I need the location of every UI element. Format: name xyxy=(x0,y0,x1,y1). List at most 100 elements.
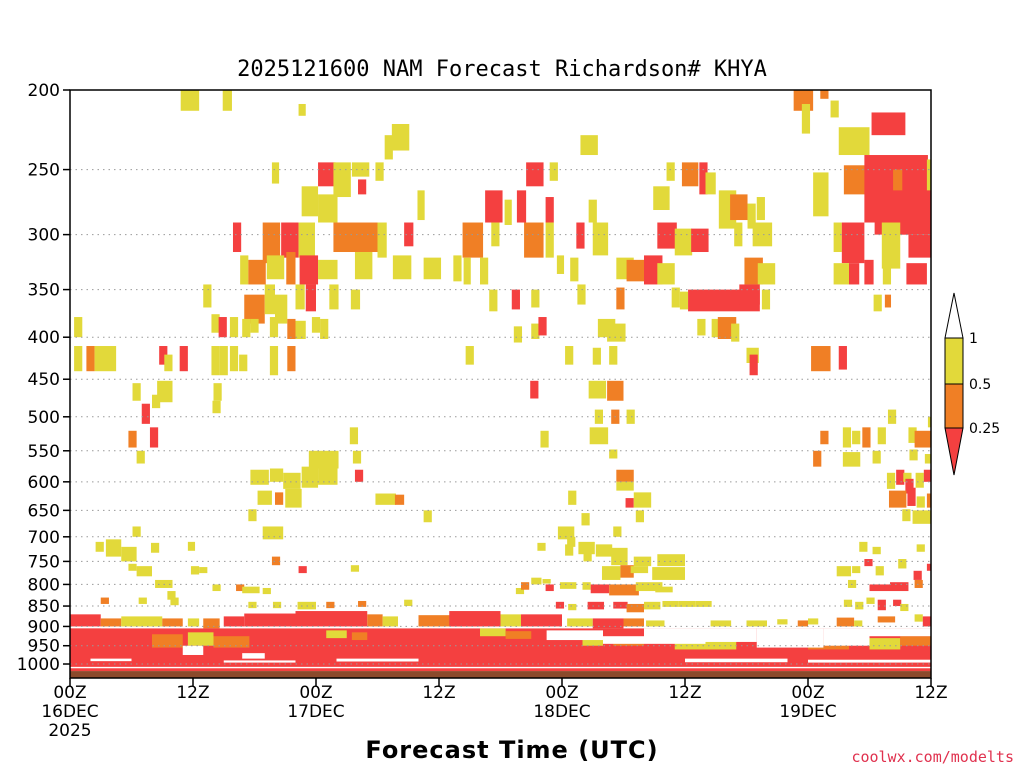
heatmap-cell-277 xyxy=(869,584,890,592)
heatmap-cell-266 xyxy=(521,582,530,590)
heatmap-cell-2 xyxy=(298,103,306,116)
heatmap-cell-60 xyxy=(674,228,693,256)
heatmap-cell-218 xyxy=(902,509,911,522)
heatmap-cell-186 xyxy=(909,449,918,461)
heatmap-cell-112 xyxy=(884,294,892,308)
heatmap-cell-243 xyxy=(136,566,152,577)
heatmap-cell-65 xyxy=(841,222,865,264)
heatmap-cell-232 xyxy=(565,544,574,556)
heatmap-cell-213 xyxy=(926,493,931,508)
heatmap-cell-190 xyxy=(283,472,301,489)
heatmap-cell-63 xyxy=(752,222,773,247)
heatmap-cell-300 xyxy=(855,601,864,610)
y-tick-label-550: 550 xyxy=(28,442,60,462)
heatmap-cell-8 xyxy=(820,90,829,99)
x-tick-label-48-2: 18DEC xyxy=(533,702,590,722)
heatmap-cell-135 xyxy=(94,346,117,372)
y-tick-label-350: 350 xyxy=(28,281,60,301)
heatmap-cell-273 xyxy=(609,584,639,596)
heatmap-cell-30 xyxy=(318,194,338,223)
heatmap-cell-221 xyxy=(262,526,284,540)
heatmap-cell-256 xyxy=(898,559,907,569)
heatmap-cell-224 xyxy=(613,526,622,537)
heatmap-gap-13 xyxy=(808,659,931,663)
heatmap-gap-4 xyxy=(644,628,706,644)
heatmap-cell-207 xyxy=(568,490,577,505)
heatmap-cell-229 xyxy=(187,541,196,551)
heatmap-cell-151 xyxy=(811,346,831,372)
heatmap-cell-294 xyxy=(626,603,644,613)
heatmap-cell-80 xyxy=(556,255,565,274)
heatmap-cell-89 xyxy=(849,263,860,285)
y-tick-label-200: 200 xyxy=(28,81,60,101)
heatmap-cell-311 xyxy=(223,616,245,627)
heatmap-cell-3 xyxy=(384,135,393,160)
heatmap-cell-200 xyxy=(915,472,924,488)
heatmap-cell-115 xyxy=(218,317,227,338)
heatmap-cell-219 xyxy=(912,510,931,524)
heatmap-cell-227 xyxy=(121,546,137,562)
heatmap-cell-26 xyxy=(893,169,903,192)
heatmap-cell-283 xyxy=(170,597,179,606)
heatmap-cell-116 xyxy=(229,317,239,338)
y-tick-label-1000: 1000 xyxy=(17,655,60,675)
heatmap-cell-326 xyxy=(777,619,788,625)
heatmap-cell-100 xyxy=(350,289,361,310)
heatmap-cell-114 xyxy=(211,314,220,333)
heatmap-cell-132 xyxy=(731,323,740,342)
heatmap-cell-156 xyxy=(213,383,222,401)
y-tick-label-700: 700 xyxy=(28,528,60,548)
heatmap-cell-68 xyxy=(240,255,249,285)
heatmap-cell-11 xyxy=(871,112,906,136)
heatmap-cell-50 xyxy=(333,222,378,253)
heatmap-cell-73 xyxy=(318,259,338,280)
heatmap-cell-271 xyxy=(582,582,591,590)
y-tick-label-850: 850 xyxy=(28,597,60,617)
heatmap-cell-323 xyxy=(646,620,665,627)
heatmap-gap-8 xyxy=(869,628,931,637)
heatmap-cell-104 xyxy=(577,284,586,305)
heatmap-cell-236 xyxy=(611,547,628,566)
heatmap-cell-209 xyxy=(633,492,652,508)
heatmap-cell-297 xyxy=(678,600,696,607)
heatmap-cell-315 xyxy=(382,616,398,627)
heatmap-cell-340 xyxy=(326,630,347,639)
heatmap-cell-18 xyxy=(526,162,544,187)
heatmap-cell-119 xyxy=(269,317,279,338)
heatmap-cell-87 xyxy=(757,263,776,285)
heatmap-cell-81 xyxy=(570,257,579,282)
heatmap-cell-257 xyxy=(913,570,922,580)
heatmap-cell-333 xyxy=(922,616,931,627)
x-axis-label: Forecast Time (UTC) xyxy=(365,736,658,764)
heatmap-cell-324 xyxy=(710,620,732,627)
heatmap-cell-34 xyxy=(545,197,554,223)
heatmap-cell-41 xyxy=(653,186,670,211)
heatmap-cell-188 xyxy=(250,469,269,485)
heatmap-cell-337 xyxy=(152,634,183,648)
y-axis-ticks: 200 250 300 350 400 450 500 550 600 650 700 750 8008… xyxy=(17,81,70,675)
heatmap-cell-330 xyxy=(854,620,863,627)
heatmap-cell-23 xyxy=(705,172,716,195)
y-tick-label-800: 800 xyxy=(28,575,60,595)
heatmap-cell-58 xyxy=(592,222,609,256)
heatmap-cell-138 xyxy=(179,346,188,372)
heatmap-cell-321 xyxy=(592,618,624,629)
heatmap-cell-134 xyxy=(86,346,95,372)
heatmap-cell-145 xyxy=(465,346,474,365)
heatmap-cell-248 xyxy=(601,566,621,580)
heatmap-cell-258 xyxy=(926,563,931,571)
heatmap-cell-222 xyxy=(557,526,575,540)
heatmap-cell-348 xyxy=(869,638,901,650)
heatmap-cell-305 xyxy=(70,614,101,627)
heatmap-cell-5 xyxy=(580,135,598,156)
heatmap-cell-148 xyxy=(609,346,618,365)
credit-text: coolwx.com/modelts xyxy=(851,748,1014,766)
heatmap-cell-46 xyxy=(232,222,242,253)
heatmap-gap-1 xyxy=(242,653,265,659)
heatmap-cell-328 xyxy=(808,618,819,625)
heatmap-cell-346 xyxy=(674,640,737,650)
heatmap-cell-246 xyxy=(298,566,307,574)
heatmap-cell-67 xyxy=(908,234,931,258)
